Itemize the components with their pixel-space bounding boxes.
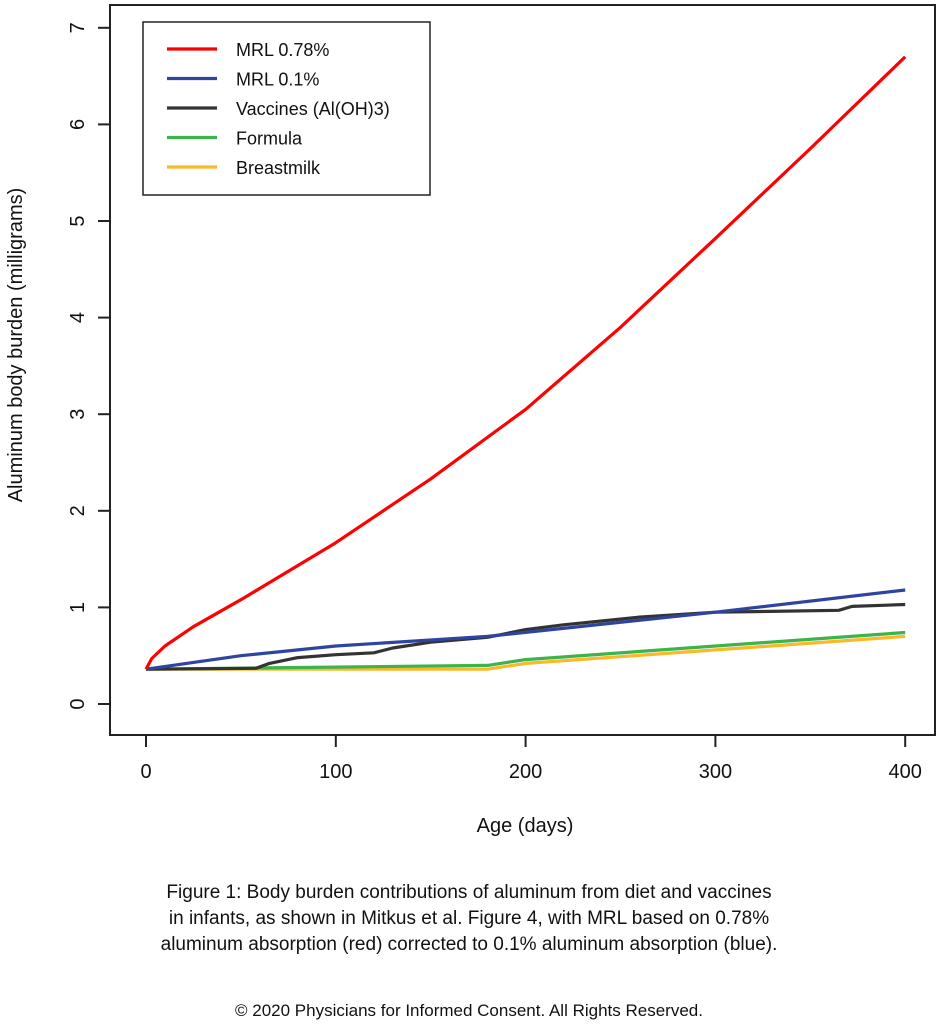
x-tick-label: 300 bbox=[699, 761, 732, 783]
caption-line: aluminum absorption (red) corrected to 0… bbox=[160, 934, 778, 955]
y-tick-label: 7 bbox=[67, 22, 89, 33]
x-tick-label: 100 bbox=[319, 761, 352, 783]
series-line bbox=[144, 55, 907, 670]
copyright: © 2020 Physicians for Informed Consent. … bbox=[235, 1001, 703, 1020]
series-line bbox=[146, 634, 906, 671]
caption-line: Figure 1: Body burden contributions of a… bbox=[166, 882, 772, 903]
legend-label: MRL 0.78% bbox=[236, 40, 329, 60]
y-tick-label: 5 bbox=[67, 215, 89, 226]
figure-caption: Figure 1: Body burden contributions of a… bbox=[0, 880, 938, 958]
y-tick-label: 0 bbox=[67, 698, 89, 709]
legend: MRL 0.78% MRL 0.1% Vaccines (Al(OH)3) Formu… bbox=[142, 21, 431, 196]
y-tick-label: 1 bbox=[67, 602, 89, 613]
y-tick-label: 3 bbox=[67, 409, 89, 420]
line-chart: 0 100 200 300 400 0 1 2 3 4 5 6 7 MRL 0.78% MRL 0.1% V… bbox=[5, 4, 936, 837]
plot-frame bbox=[109, 4, 936, 736]
y-tick-label: 6 bbox=[67, 119, 89, 130]
y-axis-label: Aluminum body burden (milligrams) bbox=[5, 188, 27, 503]
caption-line: in infants, as shown in Mitkus et al. Fi… bbox=[168, 908, 770, 929]
x-tick-label: 200 bbox=[509, 761, 542, 783]
y-tick-label: 2 bbox=[67, 505, 89, 516]
x-tick-label: 0 bbox=[140, 761, 151, 783]
series-line bbox=[145, 630, 906, 671]
x-tick-label: 400 bbox=[889, 761, 922, 783]
legend-label: Breastmilk bbox=[236, 158, 321, 178]
legend-label: Vaccines (Al(OH)3) bbox=[236, 99, 390, 119]
series-line bbox=[145, 588, 906, 671]
legend-label: Formula bbox=[236, 129, 303, 149]
x-axis-label: Age (days) bbox=[477, 815, 574, 837]
legend-label: MRL 0.1% bbox=[236, 70, 319, 90]
y-tick-label: 4 bbox=[67, 312, 89, 323]
